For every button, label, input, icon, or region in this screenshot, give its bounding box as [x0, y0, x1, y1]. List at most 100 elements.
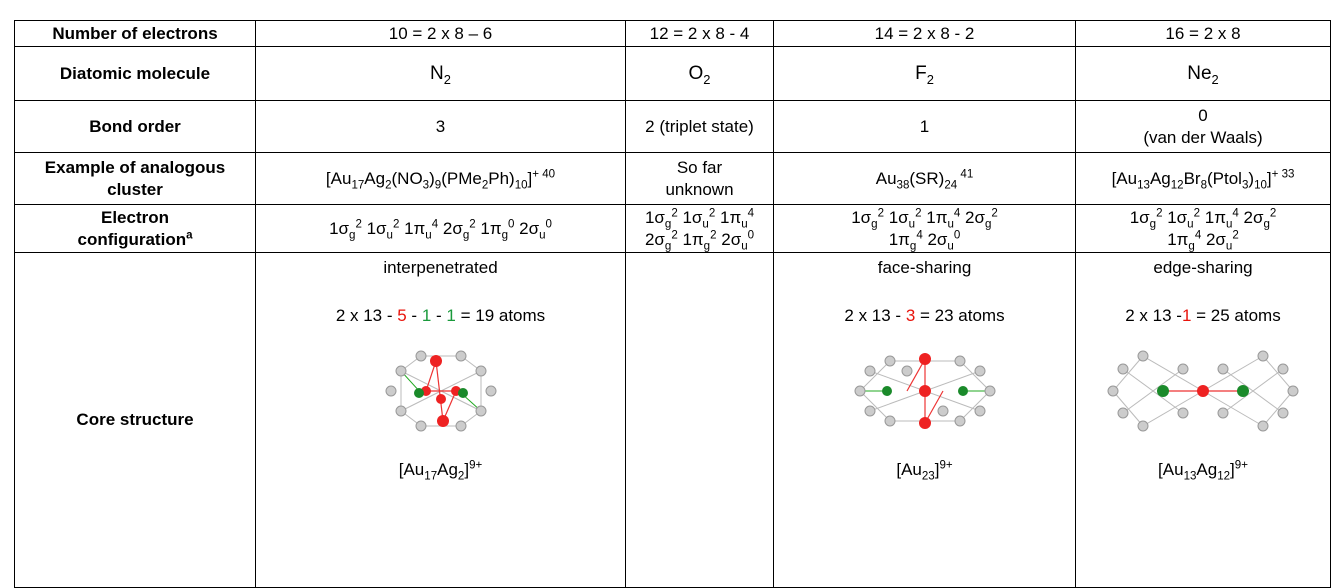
cell: [Au13Ag12Br8(Ptol3)10]+ 33: [1076, 153, 1331, 205]
text-part: 3: [436, 117, 445, 136]
text-part: 1: [1182, 306, 1191, 325]
text-line: 2σg2 1πg2 2σu0: [630, 229, 769, 251]
text-part: 2σ: [923, 230, 948, 249]
text-part: 2σ: [1239, 208, 1264, 227]
cell: 1σg2 1σu2 1πu42σg2 1πg2 2σu0: [626, 205, 774, 253]
text-part: 2: [703, 71, 710, 86]
atom-count: 2 x 13 - 3 = 23 atoms: [778, 305, 1071, 327]
text-part: face-sharing: [878, 258, 972, 277]
text-line: cluster: [19, 179, 251, 201]
text-part: 2: [927, 71, 934, 86]
text-part: Ph): [488, 169, 514, 188]
text-part: 5: [397, 306, 406, 325]
text-part: 1π: [715, 208, 741, 227]
text-line: N2: [260, 63, 621, 85]
text-part: = 23 atoms: [915, 306, 1004, 325]
row: Bond order 3 2 (triplet state) 1 0(van d…: [15, 101, 1331, 153]
cluster-image: [1103, 341, 1303, 441]
text-line: So far: [630, 157, 769, 179]
row-header: Bond order: [15, 101, 256, 153]
text-part: 12 = 2 x 8 - 4: [650, 24, 750, 43]
text-part: u: [1226, 240, 1232, 252]
text-part: 0: [1198, 106, 1207, 125]
text-part: 1σ: [645, 208, 665, 227]
text-part: 2σ: [645, 230, 665, 249]
text-part: u: [947, 240, 953, 252]
text-line: 10 = 2 x 8 – 6: [260, 23, 621, 45]
text-line: Number of electrons: [19, 23, 251, 45]
text-part: 3: [906, 306, 915, 325]
row: Number of electrons 10 = 2 x 8 – 6 12 = …: [15, 21, 1331, 47]
text-line: 1σg2 1σu2 1πu4 2σg2: [1080, 207, 1326, 229]
text-part: Diatomic molecule: [60, 64, 210, 83]
row: Core structure interpenetrated 2 x 13 - …: [15, 253, 1331, 588]
row-header: Core structure: [15, 253, 256, 588]
text-part: [Au: [326, 169, 352, 188]
row-header: Diatomic molecule: [15, 47, 256, 101]
text-line: [Au17Ag2(NO3)9(PMe2Ph)10]+ 40: [260, 168, 621, 190]
text-part: 13: [1184, 470, 1197, 482]
text-part: g: [1188, 240, 1194, 252]
text-part: So far: [677, 158, 722, 177]
text-line: edge-sharing: [1080, 257, 1326, 279]
text-line: [Au13Ag12Br8(Ptol3)10]+ 33: [1080, 168, 1326, 190]
text-part: Ag: [437, 460, 458, 479]
text-part: g: [502, 229, 508, 241]
text-line: Electron: [19, 207, 251, 229]
text-part: 1π: [1167, 230, 1188, 249]
text-part: 1π: [889, 230, 910, 249]
text-part: 2: [444, 71, 451, 86]
text-part: 17: [351, 179, 364, 191]
text-line: [Au13Ag12]9+: [1080, 459, 1326, 481]
text-part: [Au: [896, 460, 922, 479]
text-line: 2 (triplet state): [630, 116, 769, 138]
text-part: + 33: [1272, 168, 1295, 180]
structure-type: edge-sharing: [1080, 257, 1326, 279]
text-part: 24: [944, 179, 957, 191]
cell: 16 = 2 x 8: [1076, 21, 1331, 47]
text-line: Example of analogous: [19, 157, 251, 179]
text-line: Core structure: [19, 409, 251, 431]
text-part: 10: [1254, 179, 1267, 191]
text-part: 0: [954, 229, 960, 241]
text-part: 1: [920, 117, 929, 136]
text-line: [Au17Ag2]9+: [260, 459, 621, 481]
cell: [626, 253, 774, 588]
row-header: Electronconfigurationa: [15, 205, 256, 253]
text-part: 1σ: [884, 208, 909, 227]
text-part: 1σ: [1130, 208, 1150, 227]
text-part: g: [910, 240, 916, 252]
text-part: 9+: [939, 459, 952, 471]
text-part: Bond order: [89, 117, 181, 136]
text-line: 14 = 2 x 8 - 2: [778, 23, 1071, 45]
text-line: 1πg4 2σu0: [778, 229, 1071, 251]
cluster-formula: [Au17Ag2]9+: [260, 459, 621, 481]
text-part: 12: [1171, 179, 1184, 191]
text-line: face-sharing: [778, 257, 1071, 279]
text-line: [Au23]9+: [778, 459, 1071, 481]
text-part: 4: [748, 207, 754, 219]
text-part: 0: [546, 218, 552, 230]
text-line: 12 = 2 x 8 - 4: [630, 23, 769, 45]
text-part: N: [430, 63, 444, 84]
text-part: 17: [424, 470, 437, 482]
text-part: 2: [1212, 71, 1219, 86]
cell: 10 = 2 x 8 – 6: [256, 21, 626, 47]
text-part: 1: [422, 306, 431, 325]
text-part: 10: [515, 179, 528, 191]
cell: 3: [256, 101, 626, 153]
text-part: 1σ: [678, 208, 703, 227]
text-part: g: [871, 218, 877, 230]
text-part: 41: [957, 168, 973, 180]
cell: O2: [626, 47, 774, 101]
text-part: 1π: [476, 219, 502, 238]
text-part: (Ptol: [1207, 169, 1242, 188]
atom-count: 2 x 13 -1 = 25 atoms: [1080, 305, 1326, 327]
text-part: = 19 atoms: [456, 306, 545, 325]
structure-type: interpenetrated: [260, 257, 621, 279]
text-part: 2σ: [717, 230, 742, 249]
